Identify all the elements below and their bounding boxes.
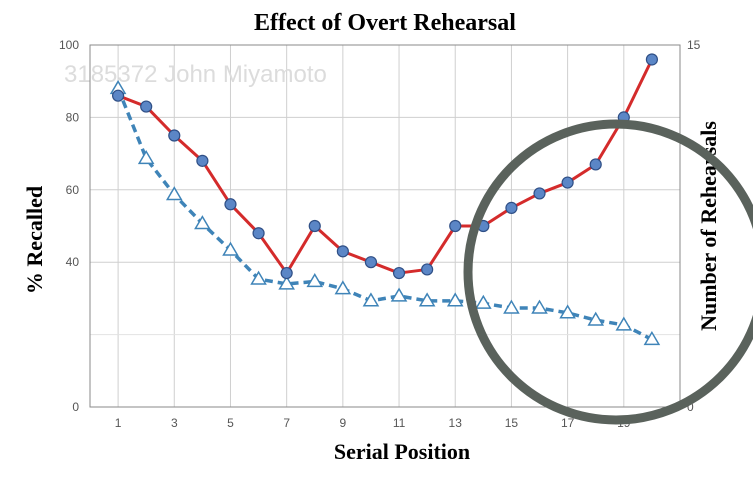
- rehearsals-point: [250, 270, 267, 285]
- y2-tick-label: 0: [687, 400, 694, 414]
- x-tick-label: 7: [283, 416, 290, 430]
- y2-tick-labels: 0 15: [687, 38, 701, 414]
- y-tick-label: 0: [72, 400, 79, 414]
- watermark: 3185372 John Miyamoto: [64, 61, 327, 88]
- y-axis-label: % Recalled: [22, 186, 47, 294]
- y-tick-label: 100: [59, 38, 79, 52]
- rehearsals-point: [446, 292, 464, 307]
- x-tick-label: 17: [561, 416, 575, 430]
- rehearsals-point: [643, 330, 661, 346]
- x-axis-label: Serial Position: [334, 439, 470, 464]
- plot-frame: [89, 44, 681, 408]
- rehearsals-point: [390, 287, 408, 302]
- recalled-point: [336, 245, 349, 258]
- rehearsals-point: [615, 316, 633, 331]
- y-tick-labels: 0 40 60 80 100: [59, 38, 79, 414]
- recalled-point: [140, 100, 153, 113]
- recalled-point: [645, 53, 659, 66]
- y-tick-label: 40: [66, 255, 80, 269]
- recalled-point: [421, 263, 434, 276]
- recalled-point: [196, 154, 209, 167]
- x-tick-label: 13: [449, 416, 463, 430]
- recalled-point: [561, 176, 574, 189]
- y-tick-label: 80: [66, 110, 80, 124]
- recalled-point: [533, 187, 546, 200]
- x-tick-label: 1: [115, 416, 122, 430]
- recalled-point: [280, 266, 293, 280]
- x-tick-label: 15: [505, 416, 519, 430]
- rehearsals-point: [587, 311, 605, 326]
- x-tick-label: 11: [393, 416, 406, 430]
- recalled-point: [308, 219, 321, 233]
- rehearsals-point: [418, 292, 436, 307]
- recalled-point: [168, 129, 181, 142]
- rehearsals-point: [334, 280, 352, 295]
- rehearsals-point: [278, 275, 295, 290]
- recalled-point: [252, 227, 265, 240]
- x-tick-label: 3: [171, 416, 178, 430]
- recalled-point: [364, 256, 378, 269]
- chart-title: Effect of Overt Rehearsal: [254, 10, 516, 36]
- rehearsals-point: [194, 215, 211, 230]
- recalled-point: [111, 89, 125, 102]
- rehearsals-point: [222, 241, 239, 256]
- rehearsals-point: [559, 304, 576, 319]
- y-tick-label: 60: [66, 183, 80, 197]
- rehearsals-series-line: [116, 87, 653, 341]
- recalled-point: [505, 201, 518, 214]
- x-tick-label: 5: [227, 416, 234, 430]
- recalled-point: [449, 219, 462, 233]
- recalled-point: [224, 198, 237, 211]
- rehearsals-point: [475, 294, 492, 309]
- rehearsals-point: [137, 149, 155, 165]
- rehearsals-point: [531, 299, 548, 314]
- highlight-circle-annotation: [463, 119, 753, 425]
- rehearsals-point: [362, 292, 380, 307]
- x-tick-label: 9: [340, 416, 347, 430]
- rehearsals-point: [165, 186, 183, 201]
- recalled-point: [589, 158, 602, 171]
- rehearsals-point: [306, 273, 324, 288]
- y2-tick-label: 15: [687, 38, 701, 52]
- recalled-point: [392, 266, 406, 280]
- rehearsals-point: [503, 299, 520, 314]
